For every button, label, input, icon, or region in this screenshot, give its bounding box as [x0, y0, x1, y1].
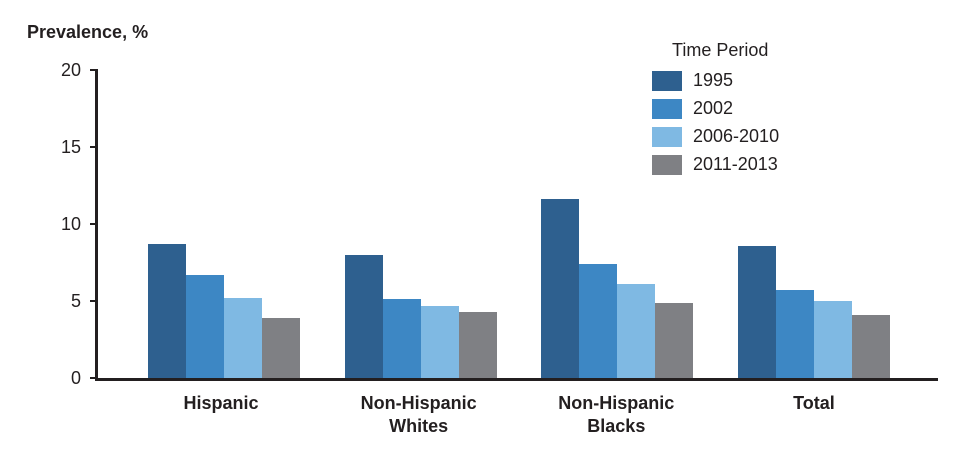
y-axis-title: Prevalence, % — [27, 22, 149, 42]
y-axis-tick-label: 5 — [70, 290, 81, 311]
legend-item-label: 2006-2010 — [693, 126, 780, 146]
legend-items: 1995 2002 2006-2010 2011-2013 — [652, 70, 779, 175]
bar-non-hispanic-blacks-2006-2010 — [617, 284, 656, 378]
bar-non-hispanic-whites-2006-2010 — [420, 305, 459, 378]
bar-group-non-hispanic-whites — [344, 70, 497, 378]
bar-group-hispanic — [148, 70, 300, 378]
y-axis-tick-label: 20 — [60, 59, 81, 80]
bar-non-hispanic-whites-1995 — [344, 254, 383, 378]
bar-non-hispanic-blacks-1995 — [541, 199, 580, 378]
legend-swatch-icon — [652, 70, 682, 91]
legend-item-1995: 1995 — [652, 70, 779, 91]
legend-item-2002: 2002 — [652, 98, 779, 119]
bar-total-2011-2013 — [851, 314, 890, 378]
bar-non-hispanic-whites-2011-2013 — [458, 311, 497, 378]
y-axis-tick: 5 — [28, 291, 98, 311]
legend-title: Time Period — [672, 40, 769, 60]
bar-hispanic-2002 — [186, 274, 224, 378]
y-axis-tick: 15 — [28, 137, 98, 157]
y-axis-tick: 0 — [28, 368, 98, 388]
y-axis-tick-mark — [90, 377, 98, 379]
y-axis-tick-mark — [90, 146, 98, 148]
legend-swatch-icon — [652, 126, 682, 147]
legend-item-label: 2002 — [693, 98, 734, 118]
y-axis-tick: 20 — [28, 60, 98, 80]
bar-non-hispanic-blacks-2011-2013 — [655, 302, 694, 378]
x-axis-label-hispanic: Hispanic — [183, 393, 259, 413]
bars — [98, 70, 938, 378]
legend-item-2011-2013: 2011-2013 — [652, 154, 779, 175]
y-axis-tick-label: 15 — [60, 136, 81, 157]
y-axis-tick-mark — [90, 69, 98, 71]
x-axis-label-non-hispanic-whites: Non-Hispanic Whites — [360, 393, 477, 437]
y-axis-tick-label: 0 — [70, 367, 81, 388]
x-axis-labels: Hispanic Non-Hispanic Whites Non-Hispanic … — [95, 392, 938, 439]
bar-hispanic-1995 — [148, 244, 186, 378]
legend-item-label: 1995 — [693, 70, 734, 90]
bar-group-non-hispanic-blacks — [541, 70, 694, 378]
legend-item-2006-2010: 2006-2010 — [652, 126, 779, 147]
x-axis-label-total: Total — [793, 393, 835, 413]
y-axis-tick-mark — [90, 223, 98, 225]
bar-total-2002 — [775, 290, 814, 378]
legend-swatch-icon — [652, 154, 682, 175]
legend: Time Period 1995 2002 2006-2010 2011-2013 — [652, 40, 779, 182]
x-axis-label-non-hispanic-blacks: Non-Hispanic Blacks — [558, 393, 675, 437]
bar-non-hispanic-whites-2002 — [382, 299, 421, 378]
bar-total-2006-2010 — [813, 301, 852, 378]
bar-hispanic-2011-2013 — [262, 317, 300, 378]
legend-item-label: 2011-2013 — [693, 154, 778, 174]
y-axis-tick-label: 10 — [60, 213, 81, 234]
bar-total-1995 — [737, 245, 776, 378]
plot-area: 0 5 10 15 20 — [61, 60, 938, 388]
bar-hispanic-2006-2010 — [224, 297, 262, 378]
bar-group-total — [737, 70, 890, 378]
y-axis-tick-mark — [90, 300, 98, 302]
legend-swatch-icon — [652, 98, 682, 119]
bar-non-hispanic-blacks-2002 — [579, 264, 618, 378]
y-axis-tick: 10 — [28, 214, 98, 234]
